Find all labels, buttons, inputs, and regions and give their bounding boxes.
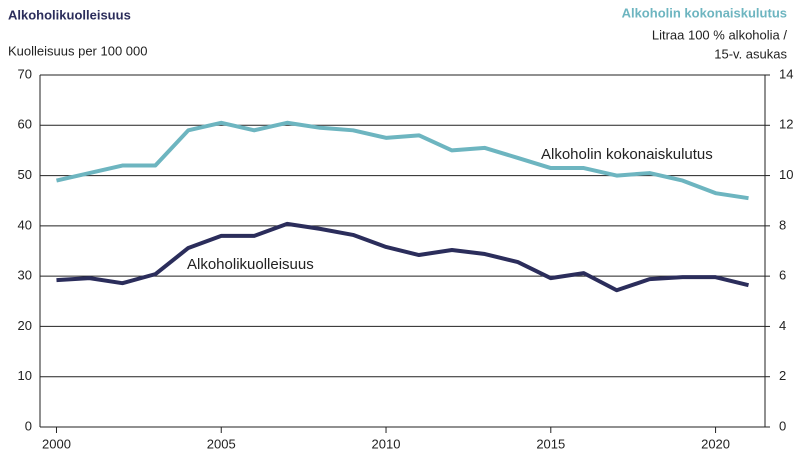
x-tick-label: 2010 bbox=[372, 436, 401, 451]
annotation: Alkoholin kokonaiskulutus bbox=[541, 146, 713, 163]
y2-title: Alkoholin kokonaiskulutus bbox=[622, 5, 787, 20]
y2-tick-label: 0 bbox=[779, 418, 786, 433]
x-tick-label: 2000 bbox=[42, 436, 71, 451]
y2-tick-label: 4 bbox=[779, 318, 786, 333]
line-series bbox=[56, 120, 749, 201]
y-tick-label: 0 bbox=[25, 418, 32, 433]
y-tick-label: 50 bbox=[18, 167, 32, 182]
y-tick-label: 30 bbox=[18, 268, 32, 283]
y2-tick-label: 6 bbox=[779, 268, 786, 283]
chart-title: Alkoholikuolleisuus bbox=[8, 7, 131, 22]
x-tick-label: 2015 bbox=[536, 436, 565, 451]
y-tick-label: 60 bbox=[18, 117, 32, 132]
y-axis-label: Kuolleisuus per 100 000 bbox=[8, 43, 148, 58]
y2-tick-label: 10 bbox=[779, 167, 793, 182]
annotation: Alkoholikuolleisuus bbox=[187, 256, 314, 273]
line-series bbox=[56, 221, 749, 293]
y2-tick-label: 12 bbox=[779, 117, 793, 132]
y2-tick-label: 8 bbox=[779, 217, 786, 232]
y-tick-label: 70 bbox=[18, 66, 32, 81]
x-tick-label: 2005 bbox=[207, 436, 236, 451]
y2-tick-label: 2 bbox=[779, 368, 786, 383]
y-tick-label: 10 bbox=[18, 368, 32, 383]
y-tick-label: 40 bbox=[18, 217, 32, 232]
y2-tick-label: 14 bbox=[779, 66, 793, 81]
y-tick-label: 20 bbox=[18, 318, 32, 333]
x-tick-label: 2020 bbox=[701, 436, 730, 451]
y2-axis-label: 15-v. asukas bbox=[714, 46, 787, 61]
y2-axis-label: Litraa 100 % alkoholia / bbox=[652, 27, 788, 42]
